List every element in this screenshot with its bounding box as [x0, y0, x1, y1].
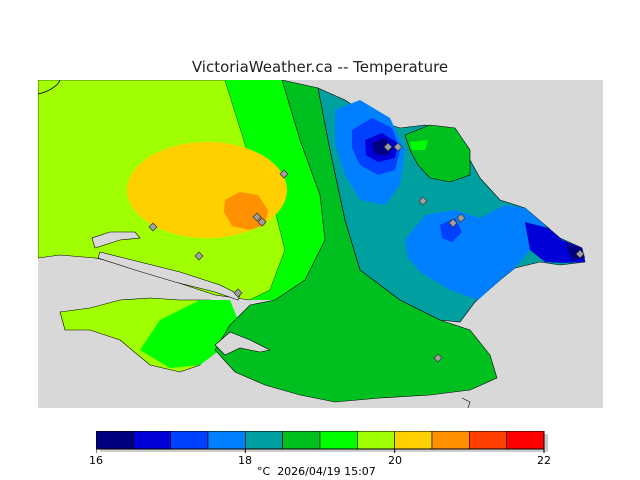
station-marker[interactable] [418, 196, 428, 206]
legend-swatch [506, 431, 545, 450]
bay-water [214, 331, 271, 356]
land-region-light-green-northeast [410, 140, 428, 150]
station-marker[interactable] [252, 212, 262, 222]
station-marker[interactable] [575, 249, 585, 259]
legend-tick-16: 16 [89, 454, 103, 467]
station-marker[interactable] [448, 218, 458, 228]
station-marker[interactable] [456, 213, 466, 223]
station-marker[interactable] [383, 142, 393, 152]
legend-tick-20: 20 [388, 454, 402, 467]
station-marker[interactable] [433, 353, 443, 363]
land-region-green-northeast [404, 124, 471, 183]
legend-swatch [245, 431, 283, 450]
station-marker[interactable] [279, 169, 289, 179]
temperature-map[interactable] [38, 80, 603, 408]
land-region-navy-north [372, 138, 393, 156]
station-markers [148, 142, 585, 363]
legend-tick-18: 18 [238, 454, 252, 467]
map-title: VictoriaWeather.ca -- Temperature [191, 58, 449, 76]
station-marker[interactable] [393, 142, 403, 152]
coastline-south [461, 397, 471, 408]
land-region-green-south [140, 300, 240, 368]
legend-swatch [133, 431, 171, 450]
legend-frame [96, 431, 545, 450]
legend-swatch [357, 431, 395, 450]
legend-swatch [319, 431, 358, 450]
legend-caption: °C 2026/04/19 15:07 [257, 465, 376, 478]
land-region-medium-blue-east [440, 218, 462, 242]
color-legend [96, 431, 548, 453]
legend-swatch [170, 431, 209, 450]
station-marker[interactable] [257, 217, 267, 227]
legend-swatch [394, 431, 433, 450]
station-marker[interactable] [194, 251, 204, 261]
legend-swatch [469, 431, 507, 450]
legend-swatch [96, 431, 134, 450]
legend-tick-22: 22 [537, 454, 551, 467]
coastline-northwest [38, 80, 61, 95]
station-marker[interactable] [233, 288, 243, 298]
legend-swatch [207, 431, 246, 450]
inlet-water [91, 231, 141, 249]
legend-timestamp: 2026/04/19 15:07 [277, 465, 376, 478]
legend-swatch [282, 431, 321, 450]
legend-unit: °C [257, 465, 271, 478]
legend-swatch [431, 431, 470, 450]
inlet-channel [97, 251, 241, 301]
station-marker[interactable] [148, 222, 158, 232]
land-region-blue-east [405, 205, 545, 300]
